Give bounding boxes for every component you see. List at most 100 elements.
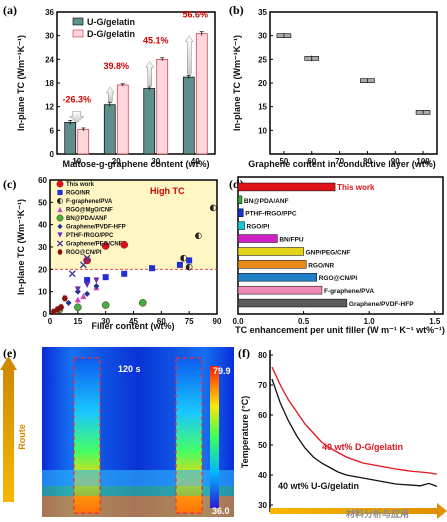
x-tick-label: 10	[72, 157, 81, 166]
bar-label: PTHF-fRGO/PPC	[245, 211, 297, 218]
legend-marker	[56, 240, 64, 247]
bar-label: RGO/PI	[247, 224, 270, 231]
curve-ug	[271, 378, 438, 488]
x-tick-label: 40	[191, 157, 200, 166]
panel-b-marks	[276, 33, 431, 115]
y-tick-label: 6	[50, 126, 55, 135]
legend-label: RGO/NR	[66, 191, 91, 197]
panel-f-time-arrow	[270, 508, 437, 514]
thermal-band	[42, 470, 234, 486]
legend-marker	[57, 206, 63, 213]
data-point	[84, 290, 91, 297]
legend-label: PTHF-fRGO/PPC	[66, 233, 114, 239]
y-tick-label: 30	[38, 243, 47, 252]
legend-marker	[57, 249, 63, 255]
legend-marker	[57, 223, 63, 230]
bar-label: BN@PDA/ANF	[244, 198, 289, 205]
y-tick-label: 80	[258, 351, 267, 360]
legend-label: This work	[66, 182, 95, 188]
data-point	[84, 281, 91, 288]
data-point	[84, 277, 91, 284]
data-point-outline	[185, 263, 193, 271]
panel-b-ylabel: In-plane TC (Wm⁻¹K⁻¹)	[232, 35, 242, 131]
data-point	[149, 265, 156, 272]
panel-f-time-arrow-head	[437, 503, 447, 519]
panel-c-xlabel: Filler content (wt%)	[92, 321, 175, 331]
x-tick-label: 90	[391, 157, 400, 166]
high-tc-label: High TC	[150, 186, 185, 196]
data-point-outline	[180, 254, 187, 262]
y-tick-label: 30	[45, 32, 54, 41]
data-point	[102, 274, 109, 281]
data-point	[80, 293, 87, 300]
x-tick-label: 15	[73, 317, 82, 326]
x-tick-label: 90	[213, 317, 222, 326]
panel-c-label: (c)	[3, 177, 16, 191]
legend-label: RGO@MgO/CNF	[66, 208, 113, 214]
bar	[237, 285, 323, 295]
panel-c-ylabel: In-plane TC (Wm⁻¹K⁻¹)	[16, 199, 26, 295]
bar-ug	[182, 76, 195, 155]
panel-d: (d) This workBN@PDA/ANFPTHF-fRGO/PPCRGO/…	[229, 176, 445, 335]
bar	[237, 221, 245, 230]
bar-label: GNP/PEG/CNF	[306, 249, 351, 256]
panel-b: (b) 10 15 20 25 30 35 50 60 70 80 90 100 Graphene c…	[229, 3, 438, 169]
y-tick-label: 12	[45, 103, 54, 112]
change-arrow	[69, 111, 85, 123]
label-dg-curve: 40 wt% D-G/gelatin	[322, 442, 403, 452]
panel-a-label: (a)	[3, 3, 17, 17]
y-tick-label: 25	[258, 55, 267, 64]
legend-label: RGO@CN/PI	[66, 250, 102, 256]
y-tick-label: 40	[258, 471, 267, 480]
panel-a-ylabel: In-plane TC (Wm⁻¹K⁻¹)	[16, 35, 26, 131]
bar-label: RGO/NR	[308, 262, 334, 269]
x-tick-label: 50	[279, 157, 288, 166]
panel-c-ticks: 0 10 20 30 40 50 60 0 15 30 45 60 75 90	[38, 176, 222, 326]
percent-annotation: 39.8%	[103, 61, 129, 71]
data-point	[79, 261, 87, 269]
x-tick-label: 60	[307, 157, 316, 166]
bar	[237, 234, 278, 243]
y-tick-label: 30	[258, 501, 267, 510]
data-point	[65, 299, 72, 306]
panel-b-plot-frame	[269, 11, 438, 155]
bar-dg	[77, 129, 90, 155]
x-tick-label: 30	[151, 157, 160, 166]
change-arrow	[145, 60, 155, 86]
high-tc-region	[50, 180, 217, 270]
x-tick-label: 0	[48, 317, 53, 326]
y-tick-label: 60	[38, 176, 47, 185]
percent-annotation: -26.3%	[62, 94, 91, 104]
y-tick-label: 24	[45, 55, 54, 64]
legend-marker	[56, 180, 64, 188]
x-tick-label: 60	[157, 317, 166, 326]
time-stamp: 120 s	[118, 364, 141, 374]
route-label: Route	[17, 424, 27, 450]
data-point	[176, 261, 183, 268]
data-point	[210, 204, 214, 212]
data-point-outline	[195, 232, 202, 240]
panel-b-ticks: 10 15 20 25 30 35 50 60 70 80 90 100	[258, 8, 430, 166]
bar-ug	[103, 104, 116, 155]
panel-d-plot-frame	[237, 176, 444, 315]
y-tick-label: 36	[45, 8, 54, 17]
y-tick-label: 10	[38, 288, 47, 297]
data-point	[58, 304, 65, 311]
bar	[237, 247, 304, 256]
bar	[237, 260, 307, 269]
panel-f-ticks: 30 40 50 60 70 80	[258, 351, 273, 510]
legend-swatch-ug	[72, 17, 84, 26]
watermark: 材料分析与应用	[345, 508, 409, 519]
data-point	[101, 242, 110, 250]
legend-marker-outline	[57, 198, 63, 204]
data-point	[121, 270, 128, 277]
panel-a-ticks: 0 6 12 18 24 30 36 10 20 30 40	[45, 8, 200, 166]
panel-c-legend: This work RGO/NR F-graphene/PVA RGO@MgO/CNF…	[56, 180, 126, 256]
panel-f: (f) 30 40 50 60 70 80 40 wt% D-G/gelatin 40 w…	[238, 346, 447, 519]
bar-label: Graphene/PVDF-HFP	[349, 301, 414, 308]
bar-dg	[116, 84, 129, 155]
data-point-outline	[209, 204, 217, 212]
thermal-hot-bottom	[42, 496, 234, 517]
panel-b-label: (b)	[229, 3, 244, 17]
